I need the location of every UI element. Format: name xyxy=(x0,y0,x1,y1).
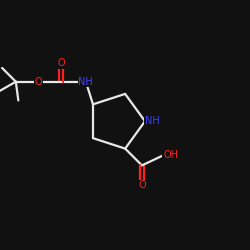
Text: NH: NH xyxy=(145,116,160,126)
Text: O: O xyxy=(138,180,146,190)
Text: OH: OH xyxy=(163,150,178,160)
Text: O: O xyxy=(57,58,65,68)
Text: NH: NH xyxy=(78,77,93,87)
Text: O: O xyxy=(34,77,42,87)
